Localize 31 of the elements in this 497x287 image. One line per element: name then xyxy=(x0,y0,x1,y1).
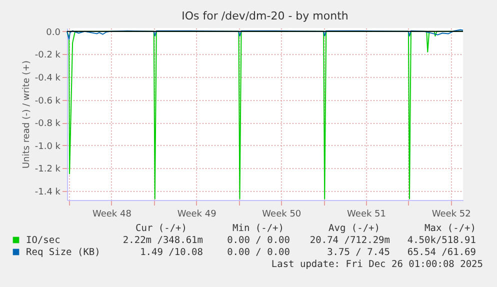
text: 0.00 / 0.00 xyxy=(227,235,290,246)
text: 4.50k/518.91 xyxy=(407,235,476,246)
y-tick-label: -0.4 k xyxy=(34,73,62,84)
y-tick-label: -1.0 k xyxy=(34,142,62,152)
text: 65.54 /61.69 xyxy=(407,247,476,258)
x-tick-label: Week 49 xyxy=(177,210,217,220)
text: Cur (-/+) xyxy=(136,223,187,234)
legend-label: Req Size (KB) xyxy=(26,247,100,258)
x-tick-label: Week 51 xyxy=(347,210,386,220)
legend-label: IO/sec xyxy=(26,235,60,246)
y-tick-label: 0.0 xyxy=(46,28,61,38)
text: Min (-/+) xyxy=(232,223,284,234)
chart-title: IOs for /dev/dm-20 - by month xyxy=(182,9,348,22)
text: Last update: Fri Dec 26 01:00:08 2025 xyxy=(271,259,483,270)
x-tick-label: Week 52 xyxy=(432,210,471,220)
y-tick-label: -1.4 k xyxy=(34,187,62,198)
y-tick-label: -1.2 k xyxy=(34,164,62,175)
text: 3.75 / 7.45 xyxy=(327,247,390,258)
y-tick-label: -0.6 k xyxy=(34,96,62,106)
x-tick-label: Week 48 xyxy=(92,210,132,220)
text: 0.00 / 0.00 xyxy=(227,247,290,258)
text: Avg (-/+) xyxy=(328,223,380,234)
y-axis-title: Units read (-) / write (+) xyxy=(22,60,32,169)
x-tick-label: Week 50 xyxy=(262,210,302,220)
y-tick-label: -0.8 k xyxy=(34,119,62,130)
text: 20.74 /712.29m xyxy=(310,235,390,246)
line-series xyxy=(66,29,464,40)
text: 1.49 /10.08 xyxy=(140,247,204,258)
text: Max (-/+) xyxy=(424,223,476,234)
text: 2.22m /348.61m xyxy=(122,235,204,246)
y-tick-label: -0.2 k xyxy=(34,50,62,61)
